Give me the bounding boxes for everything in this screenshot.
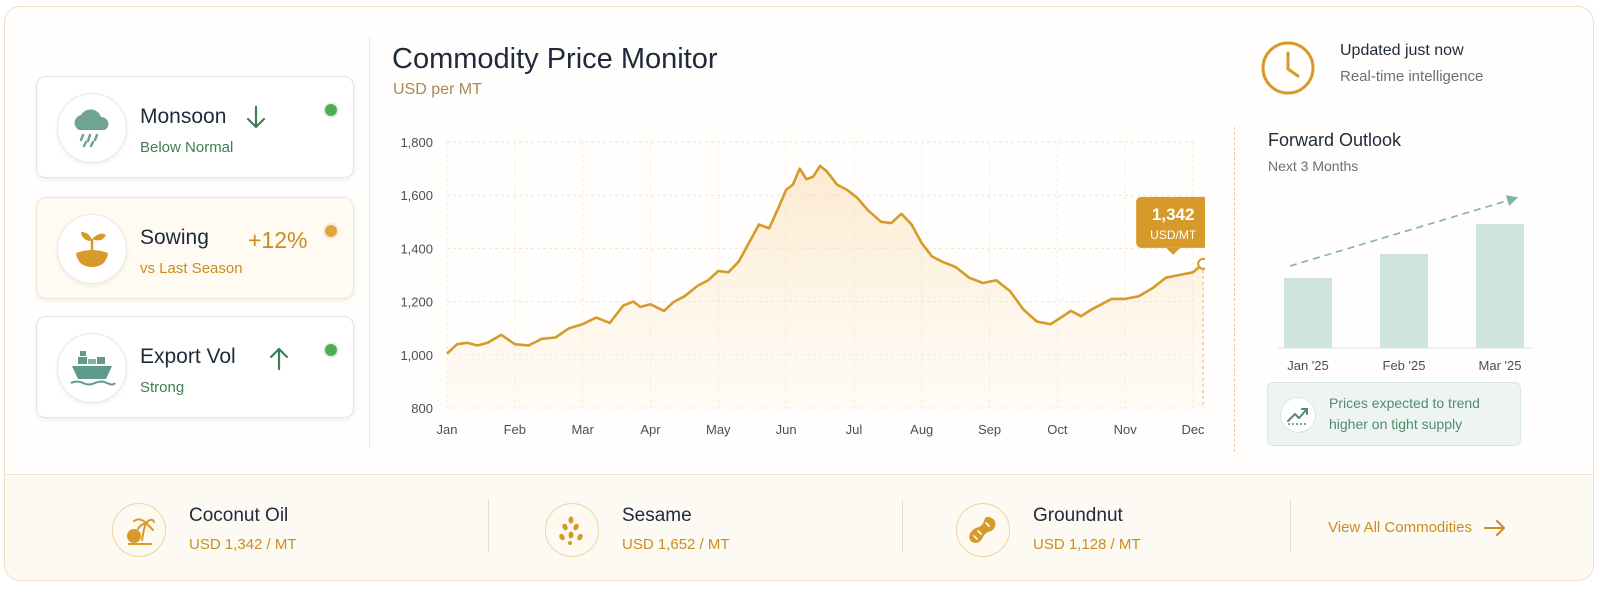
price-chart[interactable]: 1,800 1,600 1,400 1,200 1,000 800 Jan Feb Mar Ap… — [385, 122, 1205, 452]
arrow-right-icon — [1483, 519, 1505, 536]
peanut-icon — [956, 503, 1010, 557]
sowing-card[interactable]: Sowing vs Last Season +12% — [36, 197, 354, 299]
commodity-price: USD 1,128 / MT — [1033, 536, 1141, 553]
divider — [369, 37, 370, 447]
divider — [902, 500, 903, 552]
commodity-name: Coconut Oil — [189, 505, 289, 526]
chart-title: Commodity Price Monitor — [392, 43, 718, 75]
price-line — [446, 164, 1205, 355]
status-dot — [323, 342, 339, 358]
outlook-note-text: Prices expected to trend higher on tight… — [1329, 395, 1480, 432]
divider — [488, 500, 489, 552]
card-title: Export Vol — [140, 345, 236, 368]
arrow-down-icon — [245, 105, 267, 136]
x-tick-label: Dec — [1181, 422, 1205, 437]
x-tick-label: Jul — [846, 422, 863, 437]
commodity-name: Groundnut — [1033, 505, 1123, 526]
price-area — [447, 165, 1204, 408]
x-tick-label: Nov — [1114, 422, 1138, 437]
card-subtitle: Below Normal — [140, 139, 234, 156]
x-tick-label: Oct — [1047, 422, 1068, 437]
trend-arrow — [1289, 195, 1519, 267]
commodity-price: USD 1,652 / MT — [622, 536, 730, 553]
sesame-seeds-icon — [545, 503, 599, 557]
trend-up-icon — [1280, 397, 1316, 433]
outlook-bar[interactable] — [1284, 278, 1332, 348]
y-tick-label: 1,000 — [400, 348, 433, 363]
coconut-tree-icon — [112, 503, 166, 557]
sprout-icon — [57, 214, 127, 284]
y-tick-label: 1,600 — [400, 188, 433, 203]
monsoon-card[interactable]: Monsoon Below Normal — [36, 76, 354, 178]
commodity-sesame[interactable]: Sesame USD 1,652 / MT — [545, 493, 845, 563]
card-subtitle: vs Last Season — [140, 260, 243, 277]
tooltip-value: 1,342 — [1152, 205, 1195, 224]
chart-unit: USD per MT — [393, 81, 482, 98]
y-tick-label: 1,400 — [400, 241, 433, 256]
outlook-month-label: Mar '25 — [1479, 358, 1522, 373]
divider — [1234, 127, 1235, 452]
outlook-month-label: Feb '25 — [1383, 358, 1426, 373]
outlook-bar[interactable] — [1380, 254, 1428, 348]
arrow-up-icon — [268, 345, 290, 376]
x-tick-label: Aug — [910, 422, 933, 437]
updated-label: Updated just now — [1340, 42, 1464, 59]
view-all-label: View All Commodities — [1328, 519, 1472, 536]
x-tick-label: Mar — [571, 422, 594, 437]
x-tick-label: Apr — [640, 422, 661, 437]
price-tooltip: 1,342 USD/MT — [1136, 196, 1205, 255]
card-subtitle: Strong — [140, 379, 185, 396]
y-tick-label: 1,800 — [400, 135, 433, 150]
x-tick-label: Sep — [978, 422, 1001, 437]
commodity-coconut-oil[interactable]: Coconut Oil USD 1,342 / MT — [112, 493, 412, 563]
x-tick-label: May — [706, 422, 731, 437]
tooltip-unit: USD/MT — [1150, 228, 1197, 242]
commodity-groundnut[interactable]: Groundnut USD 1,128 / MT — [956, 493, 1256, 563]
sowing-change-value: +12% — [248, 227, 308, 253]
dashboard-frame: Monsoon Below Normal Sowing vs Last Seas… — [4, 6, 1594, 581]
card-title: Sowing — [140, 226, 209, 249]
x-tick-label: Jan — [437, 422, 458, 437]
commodity-price: USD 1,342 / MT — [189, 536, 297, 553]
divider — [1290, 500, 1291, 552]
status-dot — [323, 223, 339, 239]
last-point-marker[interactable] — [1197, 257, 1205, 270]
y-tick-label: 1,200 — [400, 295, 433, 310]
forward-outlook-subtitle: Next 3 Months — [1268, 158, 1359, 174]
export-vol-card[interactable]: Export Vol Strong — [36, 316, 354, 418]
rain-cloud-icon — [57, 93, 127, 163]
forward-outlook-chart[interactable]: Jan '25 Feb '25 Mar '25 — [1260, 182, 1550, 382]
clock-icon — [1261, 41, 1315, 95]
y-tick-label: 800 — [411, 401, 433, 416]
cargo-ship-icon — [57, 333, 127, 403]
forward-outlook-title: Forward Outlook — [1268, 130, 1402, 150]
outlook-bar[interactable] — [1476, 224, 1524, 348]
outlook-month-label: Jan '25 — [1287, 358, 1329, 373]
outlook-note: Prices expected to trend higher on tight… — [1267, 382, 1521, 446]
x-tick-label: Feb — [504, 422, 526, 437]
commodity-name: Sesame — [622, 505, 692, 526]
realtime-label: Real-time intelligence — [1340, 68, 1484, 85]
card-title: Monsoon — [140, 105, 227, 128]
view-all-commodities-link[interactable]: View All Commodities — [1328, 519, 1506, 536]
status-dot — [323, 102, 339, 118]
commodity-bar: Coconut Oil USD 1,342 / MT Sesame USD 1,… — [5, 474, 1593, 580]
x-tick-label: Jun — [776, 422, 797, 437]
